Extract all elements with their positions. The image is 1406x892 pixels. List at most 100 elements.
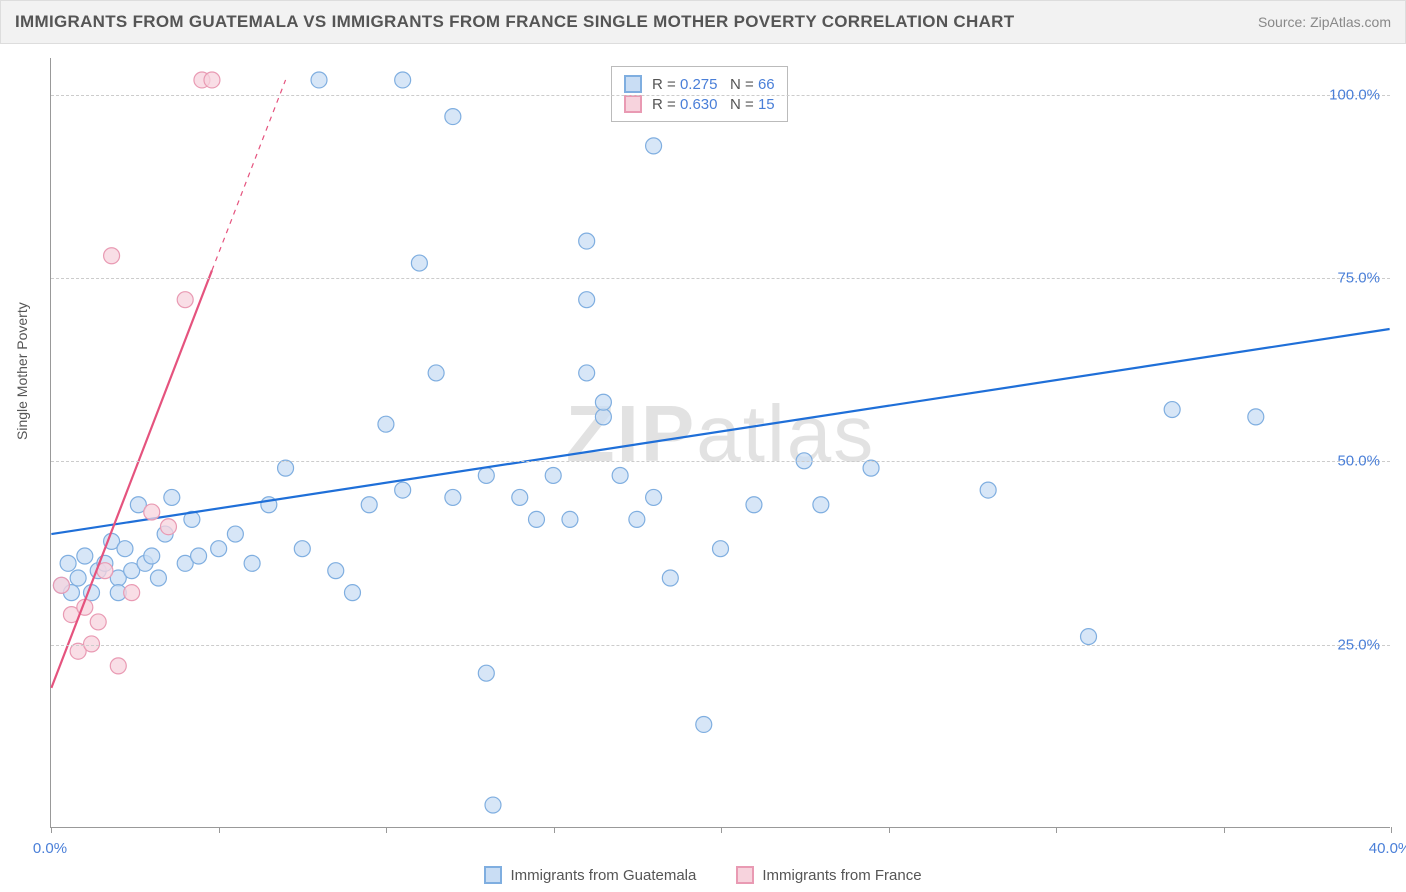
scatter-point — [278, 460, 294, 476]
y-tick-label: 25.0% — [1337, 636, 1380, 653]
scatter-point — [445, 489, 461, 505]
scatter-point — [104, 248, 120, 264]
x-tick — [51, 827, 52, 833]
scatter-point — [227, 526, 243, 542]
x-tick — [1056, 827, 1057, 833]
legend-item-france: Immigrants from France — [736, 866, 921, 884]
trend-line — [51, 329, 1389, 534]
scatter-point — [646, 489, 662, 505]
scatter-point — [244, 555, 260, 571]
bottom-legend: Immigrants from Guatemala Immigrants fro… — [0, 866, 1406, 884]
x-tick — [386, 827, 387, 833]
scatter-point — [164, 489, 180, 505]
scatter-point — [1248, 409, 1264, 425]
scatter-point — [204, 72, 220, 88]
scatter-point — [445, 109, 461, 125]
scatter-point — [629, 511, 645, 527]
scatter-point — [294, 541, 310, 557]
y-tick-label: 50.0% — [1337, 453, 1380, 470]
legend-label: Immigrants from Guatemala — [510, 867, 696, 884]
legend-swatch-icon — [624, 95, 642, 113]
legend-swatch-icon — [736, 866, 754, 884]
scatter-point — [646, 138, 662, 154]
scatter-point — [528, 511, 544, 527]
scatter-point — [662, 570, 678, 586]
scatter-point — [579, 233, 595, 249]
scatter-point — [150, 570, 166, 586]
x-tick-label: 40.0% — [1369, 840, 1406, 857]
legend-item-guatemala: Immigrants from Guatemala — [484, 866, 696, 884]
scatter-point — [177, 292, 193, 308]
plot-area: ZIPatlas R = 0.275 N = 66R = 0.630 N = 1… — [50, 58, 1390, 828]
scatter-point — [124, 585, 140, 601]
scatter-point — [512, 489, 528, 505]
correlation-stats: R = 0.630 N = 15 — [652, 96, 775, 113]
y-axis-label: Single Mother Poverty — [14, 302, 30, 440]
scatter-point — [595, 394, 611, 410]
chart-title: IMMIGRANTS FROM GUATEMALA VS IMMIGRANTS … — [15, 12, 1014, 32]
y-tick-label: 100.0% — [1329, 86, 1380, 103]
scatter-point — [612, 467, 628, 483]
scatter-point — [60, 555, 76, 571]
x-tick — [219, 827, 220, 833]
scatter-point — [478, 665, 494, 681]
scatter-point — [395, 482, 411, 498]
scatter-point — [411, 255, 427, 271]
scatter-point — [378, 416, 394, 432]
x-tick — [721, 827, 722, 833]
correlation-legend-row: R = 0.630 N = 15 — [624, 95, 775, 113]
scatter-chart-svg — [51, 58, 1390, 827]
scatter-point — [211, 541, 227, 557]
scatter-point — [361, 497, 377, 513]
y-tick-label: 75.0% — [1337, 270, 1380, 287]
legend-swatch-icon — [484, 866, 502, 884]
scatter-point — [545, 467, 561, 483]
scatter-point — [311, 72, 327, 88]
scatter-point — [1164, 402, 1180, 418]
scatter-point — [53, 577, 69, 593]
scatter-point — [328, 563, 344, 579]
gridline-h — [51, 645, 1390, 646]
x-tick — [1391, 827, 1392, 833]
trend-line — [51, 270, 212, 687]
gridline-h — [51, 278, 1390, 279]
scatter-point — [110, 658, 126, 674]
source-attribution: Source: ZipAtlas.com — [1258, 14, 1391, 30]
x-tick — [889, 827, 890, 833]
scatter-point — [344, 585, 360, 601]
gridline-h — [51, 95, 1390, 96]
x-tick — [1224, 827, 1225, 833]
gridline-h — [51, 461, 1390, 462]
scatter-point — [70, 570, 86, 586]
correlation-legend-row: R = 0.275 N = 66 — [624, 75, 775, 93]
scatter-point — [90, 614, 106, 630]
scatter-point — [117, 541, 133, 557]
scatter-point — [813, 497, 829, 513]
scatter-point — [144, 548, 160, 564]
scatter-point — [478, 467, 494, 483]
scatter-point — [696, 716, 712, 732]
scatter-point — [863, 460, 879, 476]
scatter-point — [485, 797, 501, 813]
scatter-point — [595, 409, 611, 425]
scatter-point — [579, 292, 595, 308]
scatter-point — [579, 365, 595, 381]
scatter-point — [428, 365, 444, 381]
scatter-point — [746, 497, 762, 513]
x-tick — [554, 827, 555, 833]
legend-swatch-icon — [624, 75, 642, 93]
trend-line-extension — [212, 80, 286, 270]
scatter-point — [562, 511, 578, 527]
scatter-point — [1081, 629, 1097, 645]
correlation-stats: R = 0.275 N = 66 — [652, 76, 775, 93]
scatter-point — [980, 482, 996, 498]
title-bar: IMMIGRANTS FROM GUATEMALA VS IMMIGRANTS … — [0, 0, 1406, 44]
x-tick-label: 0.0% — [33, 840, 67, 857]
legend-label: Immigrants from France — [762, 867, 921, 884]
scatter-point — [77, 548, 93, 564]
scatter-point — [191, 548, 207, 564]
scatter-point — [713, 541, 729, 557]
scatter-point — [144, 504, 160, 520]
scatter-point — [395, 72, 411, 88]
scatter-point — [160, 519, 176, 535]
